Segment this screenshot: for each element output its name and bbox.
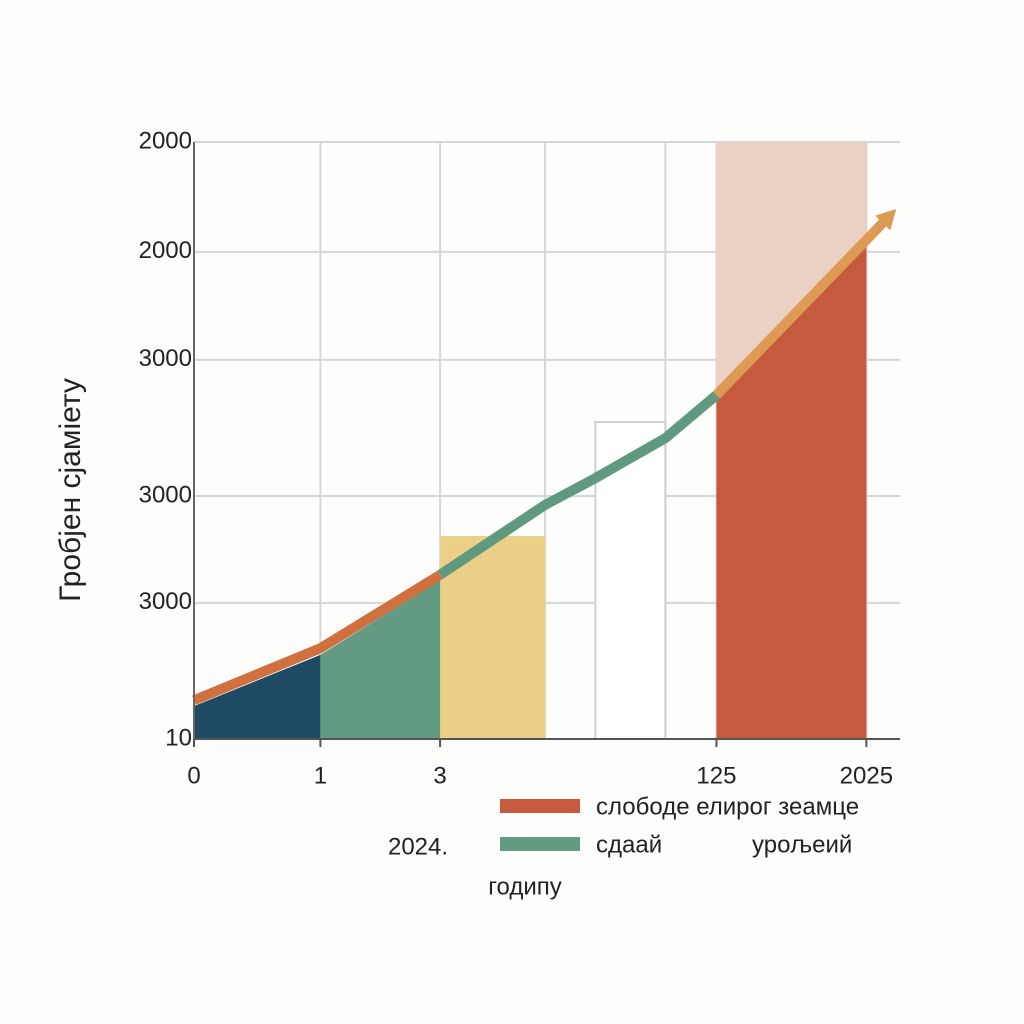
x-tick-label: 125 <box>696 762 736 789</box>
arrow-head <box>875 209 897 231</box>
x-axis-label: годипу <box>488 873 561 900</box>
y-tick-label: 2000 <box>139 127 192 154</box>
y-tick-label: 2000 <box>139 237 192 264</box>
y-tick-label: 3000 <box>139 345 192 372</box>
line <box>192 570 443 705</box>
bar <box>440 536 545 739</box>
y-tick-label: 3000 <box>139 588 192 615</box>
area <box>194 654 321 739</box>
y-tick-label: 10 <box>165 724 192 751</box>
line <box>712 211 895 399</box>
line <box>437 391 720 579</box>
area <box>716 247 867 739</box>
legend-label: урољеий <box>752 831 852 858</box>
x-tick-label: 3 <box>433 762 446 789</box>
x-note: 2024. <box>388 833 448 860</box>
x-tick-label: 0 <box>187 762 200 789</box>
area <box>320 580 441 739</box>
legend-swatch <box>500 799 580 813</box>
y-tick-label: 3000 <box>139 481 192 508</box>
x-tick-label: 2025 <box>840 762 893 789</box>
legend-label: слободе елирог зеамце <box>596 793 859 820</box>
legend-label: сдаай <box>596 831 662 858</box>
x-tick-label: 1 <box>314 762 327 789</box>
legend-swatch <box>500 837 580 851</box>
y-axis-label: Гробјен сјаміету <box>54 378 87 602</box>
